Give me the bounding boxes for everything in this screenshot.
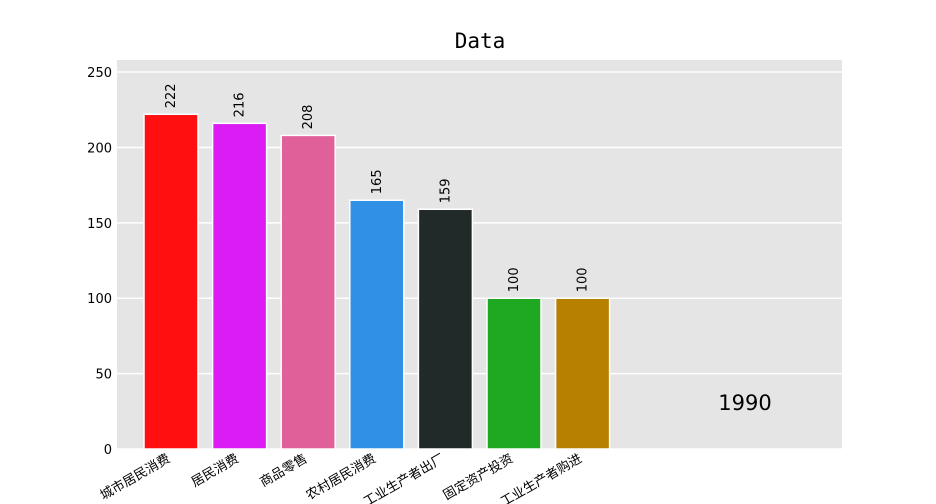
bar (211, 122, 268, 450)
y-tick-label: 0 (104, 443, 112, 458)
value-label: 100 (507, 267, 522, 292)
x-tick-label: 商品零售 (257, 451, 310, 491)
bar (417, 208, 474, 450)
y-tick-label: 100 (87, 292, 112, 307)
y-tick-label: 200 (87, 141, 112, 156)
bar (349, 199, 405, 450)
y-tick-label: 50 (95, 368, 112, 383)
value-label: 208 (301, 105, 316, 130)
chart-title: Data (455, 29, 506, 53)
bar (143, 113, 199, 450)
bar (486, 297, 542, 450)
annotation: 1990 (718, 391, 771, 415)
value-label: 216 (233, 92, 248, 117)
value-label: 222 (164, 83, 179, 108)
bar (554, 297, 611, 450)
x-tick-label: 居民消费 (189, 451, 242, 490)
value-label: 100 (576, 267, 591, 292)
y-tick-label: 250 (87, 66, 112, 81)
value-label: 159 (438, 178, 453, 203)
x-tick-label: 城市居民消费 (97, 451, 173, 504)
y-tick-label: 150 (87, 217, 112, 232)
bar (280, 134, 336, 450)
value-label: 165 (370, 169, 385, 194)
